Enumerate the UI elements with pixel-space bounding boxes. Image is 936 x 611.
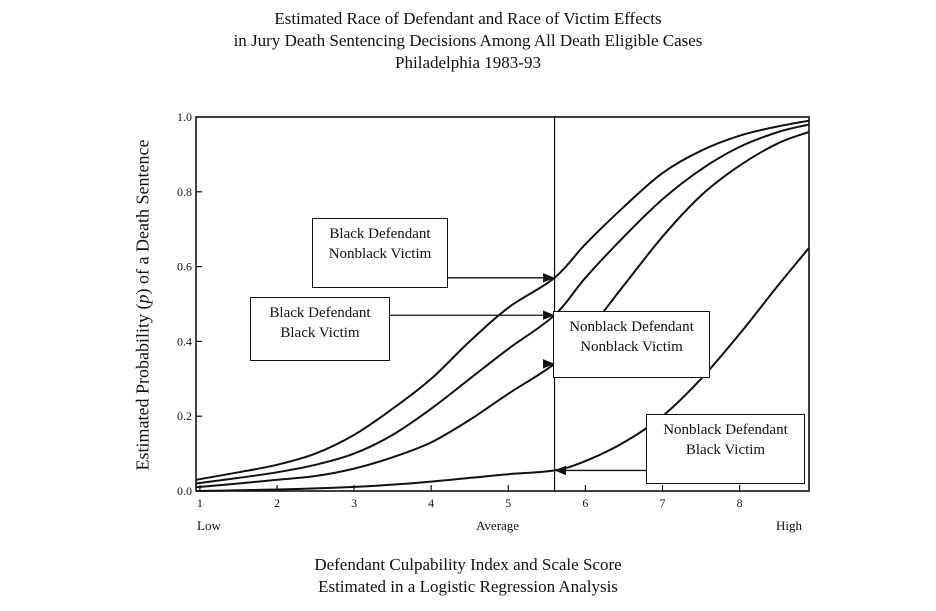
x-tick-label: 2 [274, 496, 280, 510]
x-axis-label-line-2: Estimated in a Logistic Regression Analy… [318, 577, 618, 596]
x-axis-label-line-1: Defendant Culpability Index and Scale Sc… [314, 555, 622, 574]
callout-nonblack-def-black-victim: Nonblack Defendant Black Victim [646, 414, 805, 484]
chart-title: Estimated Race of Defendant and Race of … [0, 8, 936, 74]
callout-black-def-nonblack-victim: Black Defendant Nonblack Victim [312, 218, 448, 288]
y-tick-label: 0.4 [177, 334, 192, 348]
callout-line: Nonblack Defendant [569, 319, 694, 335]
x-tick-label: 5 [505, 496, 511, 510]
series-line-black-defendant-black-victim [195, 123, 810, 485]
y-tick-label: 0.0 [177, 484, 192, 498]
scale-low-label: Low [197, 518, 221, 533]
title-line-3: Philadelphia 1983-93 [395, 53, 541, 72]
series-line-nonblack-defendant-black-victim [195, 247, 810, 492]
callout-line: Nonblack Defendant [663, 422, 788, 438]
x-tick-label: 1 [197, 496, 203, 510]
y-tick-label: 0.8 [177, 185, 192, 199]
series-line-black-defendant-nonblack-victim [195, 119, 810, 481]
callout-black-def-black-victim: Black Defendant Black Victim [250, 297, 390, 361]
callout-line: Black Victim [685, 442, 766, 458]
x-tick-label: 8 [737, 496, 743, 510]
y-tick-label: 0.6 [177, 260, 192, 274]
callout-line: Black Victim [280, 325, 360, 341]
series-line-nonblack-defendant-nonblack-victim [195, 131, 810, 489]
plot-frame [195, 116, 810, 492]
callout-line: Nonblack Victim [580, 339, 683, 355]
x-axis-label: Defendant Culpability Index and Scale Sc… [0, 554, 936, 598]
series-layer [195, 119, 810, 492]
callout-line: Nonblack Victim [328, 246, 432, 262]
y-tick-label: 1.0 [177, 110, 192, 124]
y-tick-label: 0.2 [177, 409, 192, 423]
scale-average-label: Average [476, 518, 520, 533]
x-tick-label: 4 [428, 496, 434, 510]
axes-layer: 0.0 0.2 0.4 0.6 0.8 1.0 1 2 3 4 5 6 7 8 [177, 110, 810, 510]
callout-line: Black Defendant [269, 305, 371, 321]
callout-nonblack-def-nonblack-victim: Nonblack Defendant Nonblack Victim [553, 311, 710, 378]
y-axis-label: Estimated Probability (p) of a Death Sen… [132, 139, 153, 471]
title-line-2: in Jury Death Sentencing Decisions Among… [233, 31, 703, 50]
scale-high-label: High [776, 518, 802, 533]
x-tick-label: 7 [659, 496, 665, 510]
title-line-1: Estimated Race of Defendant and Race of … [274, 9, 662, 28]
x-tick-label: 3 [351, 496, 357, 510]
x-tick-label: 6 [582, 496, 588, 510]
callout-line: Black Defendant [329, 226, 431, 242]
